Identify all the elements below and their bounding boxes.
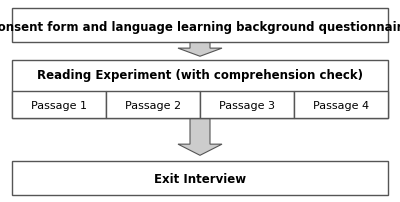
Text: Exit Interview: Exit Interview — [154, 172, 246, 185]
FancyBboxPatch shape — [294, 92, 388, 118]
Text: Reading Experiment (with comprehension check): Reading Experiment (with comprehension c… — [37, 69, 363, 82]
FancyBboxPatch shape — [12, 92, 106, 118]
Text: Consent form and language learning background questionnaire: Consent form and language learning backg… — [0, 21, 400, 34]
Text: Passage 2: Passage 2 — [125, 100, 181, 110]
FancyBboxPatch shape — [12, 61, 388, 118]
Polygon shape — [178, 119, 222, 156]
FancyBboxPatch shape — [12, 9, 388, 42]
Text: Passage 1: Passage 1 — [31, 100, 87, 110]
Text: Passage 4: Passage 4 — [313, 100, 369, 110]
FancyBboxPatch shape — [12, 162, 388, 195]
FancyBboxPatch shape — [200, 92, 294, 118]
Text: Passage 3: Passage 3 — [219, 100, 275, 110]
FancyBboxPatch shape — [106, 92, 200, 118]
Polygon shape — [178, 43, 222, 57]
